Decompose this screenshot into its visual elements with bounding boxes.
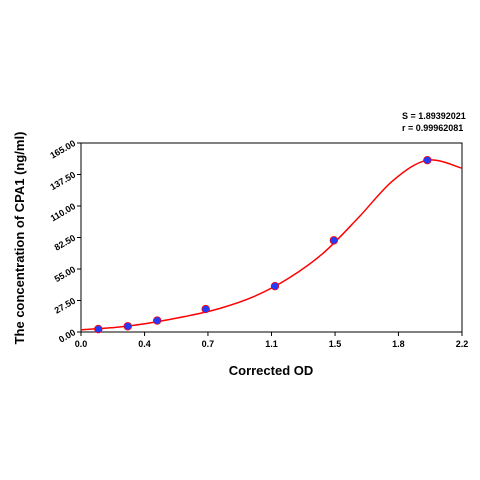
x-tick-label: 1.1 bbox=[265, 339, 278, 349]
x-tick-label: 1.5 bbox=[329, 339, 342, 349]
y-tick-label: 165.00 bbox=[48, 138, 77, 160]
data-points bbox=[94, 155, 432, 334]
data-point bbox=[123, 322, 132, 331]
x-axis: 0.0 0.4 0.7 1.1 1.5 1.8 2.2 bbox=[75, 332, 469, 349]
data-point bbox=[201, 304, 210, 314]
x-tick-label: 0.4 bbox=[138, 339, 151, 349]
data-point bbox=[94, 324, 103, 334]
data-point bbox=[152, 316, 162, 325]
data-point bbox=[423, 155, 432, 165]
x-tick-label: 0.7 bbox=[202, 339, 215, 349]
x-tick-label: 1.8 bbox=[392, 339, 405, 349]
x-axis-title: Corrected OD bbox=[229, 363, 314, 378]
stat-s-label: S = 1.89392021 bbox=[402, 111, 466, 121]
y-tick-label: 110.00 bbox=[49, 201, 77, 223]
data-point bbox=[329, 236, 339, 245]
data-point bbox=[270, 281, 280, 291]
x-tick-label: 0.0 bbox=[75, 339, 88, 349]
y-axis-title: The concentration of CPA1 (ng/ml) bbox=[12, 132, 27, 345]
y-tick-label: 137.50 bbox=[48, 170, 77, 192]
plot-area bbox=[80, 142, 463, 333]
stat-r-label: r = 0.99962081 bbox=[402, 123, 464, 133]
y-tick-label: 27.50 bbox=[53, 296, 78, 316]
y-tick-label: 55.00 bbox=[53, 264, 78, 284]
y-tick-label: 82.50 bbox=[53, 233, 78, 253]
x-tick-label: 2.2 bbox=[456, 339, 469, 349]
